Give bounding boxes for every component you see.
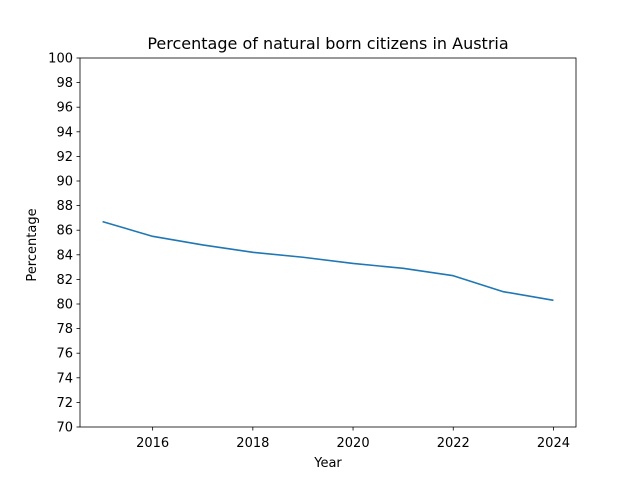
y-tick-label: 94	[56, 125, 73, 140]
y-tick-label: 70	[56, 421, 73, 436]
x-tick-label: 2022	[437, 436, 470, 451]
y-tick-label: 100	[48, 52, 73, 67]
y-tick-label: 80	[56, 298, 73, 313]
y-tick-label: 88	[56, 199, 73, 214]
y-axis-label: Percentage	[25, 208, 40, 281]
y-tick-label: 96	[56, 101, 73, 116]
x-tick-label: 2018	[236, 436, 269, 451]
chart-title: Percentage of natural born citizens in A…	[147, 34, 508, 53]
x-tick-label: 2024	[537, 436, 570, 451]
y-tick-label: 72	[56, 396, 73, 411]
y-tick-label: 76	[56, 347, 73, 362]
y-tick-label: 74	[56, 371, 73, 386]
axes-frame	[79, 57, 577, 428]
y-tick-label: 84	[56, 248, 73, 263]
x-axis-label: Year	[313, 456, 342, 471]
y-tick-label: 78	[56, 322, 73, 337]
y-tick-label: 82	[56, 273, 73, 288]
plot-area: 70 72 74 76 78 80 82 84 86 88 90 92 94 96 98 100 2016 201…	[48, 52, 577, 451]
series-line-0	[102, 220, 554, 302]
y-tick-label: 86	[56, 224, 73, 239]
y-tick-label: 98	[56, 76, 73, 91]
x-tick-label: 2016	[136, 436, 169, 451]
y-tick-label: 90	[56, 175, 73, 190]
x-tick-label: 2020	[337, 436, 370, 451]
y-tick-label: 92	[56, 150, 73, 165]
